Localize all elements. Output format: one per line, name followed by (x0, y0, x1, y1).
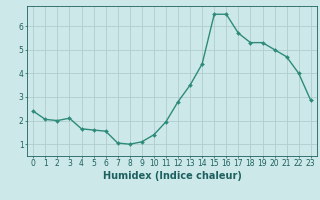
X-axis label: Humidex (Indice chaleur): Humidex (Indice chaleur) (103, 171, 241, 181)
